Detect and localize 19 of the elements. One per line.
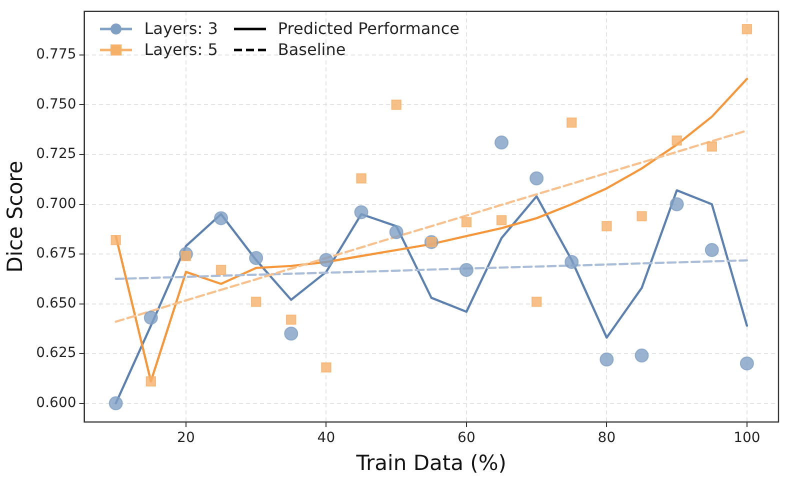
- x-tick-label: 20: [177, 430, 195, 446]
- y-tick-label: 0.600: [36, 394, 76, 411]
- legend-label: Layers: 5: [144, 40, 218, 60]
- x-tick-label: 60: [458, 430, 476, 446]
- x-tick-label: 100: [734, 430, 760, 446]
- legend-label: Predicted Performance: [278, 19, 460, 38]
- y-tick-label: 0.625: [36, 345, 76, 362]
- x-axis-title: Train Data (%): [355, 450, 507, 475]
- y-tick-label: 0.675: [36, 246, 76, 262]
- y-tick-label: 0.750: [36, 96, 76, 112]
- x-tick-label: 80: [598, 430, 616, 446]
- y-tick-label: 0.650: [36, 295, 76, 312]
- y-tick-label: 0.775: [36, 46, 76, 63]
- y-axis-title: Dice Score: [3, 160, 28, 273]
- x-tick-label: 40: [317, 430, 336, 446]
- legend-label: Layers: 3: [144, 19, 218, 38]
- y-tick-label: 0.700: [36, 196, 76, 212]
- legend-label: Baseline: [278, 40, 346, 60]
- y-tick-label: 0.725: [36, 146, 76, 162]
